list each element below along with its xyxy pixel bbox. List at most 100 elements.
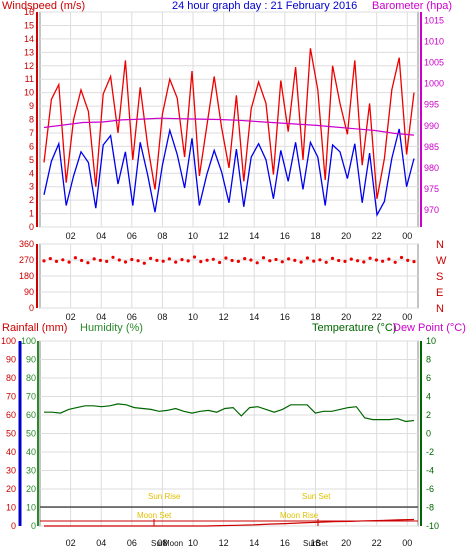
- direction-point: [73, 256, 77, 260]
- temperature-tick-label: 6: [426, 373, 431, 383]
- direction-point: [192, 255, 197, 259]
- x-tick-label: 12: [219, 312, 229, 322]
- x-tick-label: 10: [188, 538, 198, 548]
- direction-panel-grid: [40, 243, 418, 309]
- direction-point: [268, 259, 272, 263]
- direction-point: [387, 257, 391, 261]
- barometer-axis: 970 975 980 985 990 995 1000 1005 1010 1015: [420, 12, 444, 227]
- x-tick-label: 14: [249, 312, 259, 322]
- direction-point: [356, 259, 360, 263]
- direction-point: [105, 259, 109, 263]
- direction-point: [211, 257, 215, 261]
- rainfall-tick-label: 70: [6, 392, 16, 402]
- barometer-axis-label: Barometer (hpa): [372, 0, 452, 12]
- rainfall-tick-label: 30: [6, 466, 16, 476]
- barometer-tick-label: 1010: [424, 37, 444, 47]
- temperature-tick-label: -10: [426, 521, 439, 531]
- direction-point: [337, 258, 341, 263]
- direction-point: [186, 259, 190, 263]
- windspeed-tick-label: 0: [29, 222, 34, 232]
- barometer-tick-label: 1015: [424, 15, 444, 25]
- humidity-axis-label: Humidity (%): [80, 322, 143, 334]
- humidity-tick-label: 60: [26, 410, 36, 420]
- rainfall-tick-label: 20: [6, 484, 16, 494]
- rainfall-axis: 0 10 20 30 40 50 60 70 80 90 100: [1, 336, 22, 531]
- rainfall-line: [44, 518, 415, 527]
- direction-point: [362, 260, 366, 264]
- direction-point: [249, 258, 253, 262]
- humidity-tick-label: 80: [26, 373, 36, 383]
- direction-point: [393, 260, 397, 264]
- temperature-tick-label: -4: [426, 466, 434, 476]
- wind-avg-line: [43, 127, 415, 217]
- direction-series-group: [42, 255, 416, 265]
- wind-x-axis: 02 04 06 08 10 12 14 16 18 20 22 00: [66, 231, 413, 241]
- x-tick-label: 08: [157, 231, 167, 241]
- direction-point: [142, 261, 146, 265]
- direction-point: [406, 258, 410, 262]
- wind-gust-line: [43, 48, 415, 199]
- direction-point: [199, 260, 203, 264]
- windspeed-tick-label: 2: [29, 195, 34, 205]
- temperature-line: [44, 403, 415, 423]
- humidity-tick-label: 40: [26, 447, 36, 457]
- sun-rise-label: Sun Rise: [148, 492, 181, 501]
- x-tick-label: 12: [219, 538, 229, 548]
- barometer-line: [43, 117, 415, 136]
- rainfall-tick-label: 50: [6, 429, 16, 439]
- windspeed-tick-label: 10: [24, 88, 34, 98]
- humidity-tick-label: 100: [21, 336, 36, 346]
- barometer-tick-label: 1005: [424, 58, 444, 68]
- x-tick-label: 02: [66, 538, 76, 548]
- x-tick-label: 00: [402, 312, 412, 322]
- humidity-tick-label: 0: [31, 521, 36, 531]
- x-tick-label: 18: [310, 231, 320, 241]
- temperature-tick-label: 2: [426, 410, 431, 420]
- climate-x-axis: 02 04 06 08 10 12 14 16 18 20 22 00: [66, 538, 413, 548]
- windspeed-tick-label: 3: [29, 182, 34, 192]
- direction-point: [130, 257, 134, 262]
- windspeed-tick-label: 13: [24, 47, 34, 57]
- direction-point: [180, 258, 184, 262]
- windspeed-tick-label: 7: [29, 128, 34, 138]
- climate-panel-grid: [40, 340, 418, 527]
- direction-point: [42, 259, 46, 263]
- x-tick-label: 14: [249, 538, 259, 548]
- direction-point: [224, 256, 228, 260]
- barometer-tick-label: 970: [424, 205, 439, 215]
- x-tick-label: 22: [372, 231, 382, 241]
- direction-point: [305, 256, 309, 260]
- compass-label: N: [436, 303, 444, 315]
- x-tick-label: 16: [280, 231, 290, 241]
- x-tick-label: 12: [219, 231, 229, 241]
- moon-rise-label: Moon Rise: [280, 511, 319, 520]
- x-tick-label: 20: [341, 538, 351, 548]
- x-tick-label: 22: [372, 538, 382, 548]
- direction-point: [86, 261, 90, 265]
- rainfall-tick-label: 60: [6, 410, 16, 420]
- direction-point: [92, 257, 96, 261]
- direction-point: [412, 260, 416, 264]
- temperature-tick-label: -8: [426, 503, 434, 513]
- direction-point: [98, 258, 102, 262]
- temperature-tick-label: 4: [426, 392, 431, 402]
- direction-point: [312, 259, 316, 263]
- direction-point: [368, 256, 372, 260]
- moon-set-label: Moon Set: [137, 511, 172, 520]
- direction-point: [230, 258, 234, 263]
- humidity-axis: 0 10 20 30 40 50 60 70 80 90 100: [21, 336, 39, 531]
- direction-point: [280, 260, 284, 264]
- direction-point: [274, 257, 278, 262]
- barometer-tick-label: 985: [424, 142, 439, 152]
- x-tick-label: 10: [188, 231, 198, 241]
- x-tick-label: 16: [280, 312, 290, 322]
- windspeed-axis-label: Windspeed (m/s): [2, 0, 85, 12]
- windspeed-tick-label: 5: [29, 155, 34, 165]
- x-tick-label: 04: [96, 231, 106, 241]
- humidity-tick-label: 20: [26, 484, 36, 494]
- direction-point: [48, 257, 52, 261]
- direction-point: [330, 256, 335, 260]
- x-tick-label: 16: [280, 538, 290, 548]
